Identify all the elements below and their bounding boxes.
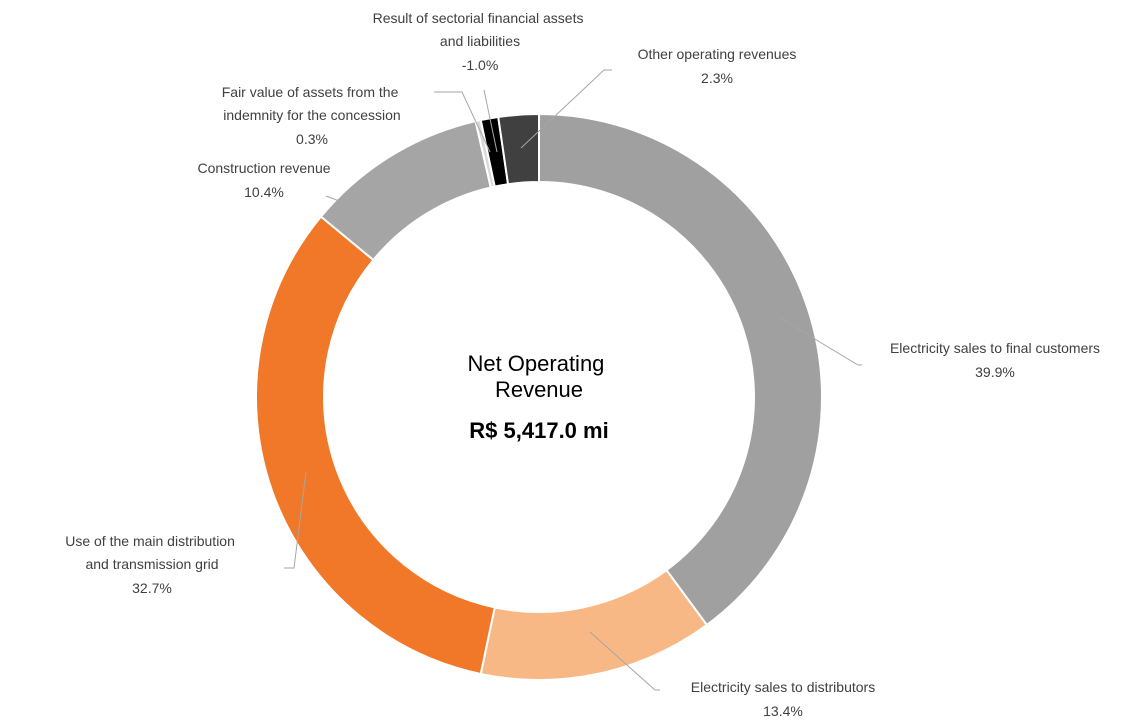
category-label-line: Electricity sales to final customers bbox=[890, 340, 1100, 356]
center-value: R$ 5,417.0 mi bbox=[469, 418, 608, 443]
value-label: 39.9% bbox=[975, 364, 1015, 380]
category-label-line: Fair value of assets from the bbox=[222, 84, 403, 100]
category-label: Electricity sales to distributors bbox=[691, 679, 875, 695]
center-title-line: Revenue bbox=[495, 377, 583, 402]
leader-line bbox=[483, 89, 498, 153]
category-label: Use of the main distribution and transmi… bbox=[65, 533, 239, 572]
donut-slice bbox=[538, 112, 823, 627]
value-label: 2.3% bbox=[701, 70, 733, 86]
donut-slice bbox=[255, 215, 496, 676]
value-label: 10.4% bbox=[244, 184, 284, 200]
category-label-line: indemnity for the concession bbox=[223, 107, 400, 123]
category-label: Construction revenue bbox=[197, 160, 330, 176]
category-label: Electricity sales to final customers bbox=[890, 340, 1100, 356]
labels: Electricity sales to final customers 39.9… bbox=[65, 10, 1100, 719]
category-label: Result of sectorial financial assets and… bbox=[373, 10, 588, 49]
leader-line bbox=[434, 91, 491, 153]
donut-slice bbox=[497, 112, 540, 186]
leader-line bbox=[520, 69, 612, 149]
value-label: 0.3% bbox=[296, 131, 328, 147]
value-label: 32.7% bbox=[132, 580, 172, 596]
category-label-line: Construction revenue bbox=[197, 160, 330, 176]
leader-line bbox=[779, 317, 862, 366]
value-label: -1.0% bbox=[462, 57, 499, 73]
center-title: Net Operating Revenue bbox=[467, 351, 610, 402]
category-label: Other operating revenues bbox=[638, 46, 797, 62]
donut-slice bbox=[479, 568, 709, 681]
category-label-line: and liabilities bbox=[440, 33, 520, 49]
leader-line bbox=[284, 471, 307, 569]
center-title-line: Net Operating bbox=[467, 351, 610, 376]
leader-line bbox=[589, 631, 660, 691]
category-label-line: Other operating revenues bbox=[638, 46, 797, 62]
value-label: 13.4% bbox=[763, 703, 803, 719]
category-label-line: Result of sectorial financial assets bbox=[373, 10, 588, 26]
category-label-line: Electricity sales to distributors bbox=[691, 679, 875, 695]
category-label-line: and transmission grid bbox=[85, 556, 218, 572]
slices bbox=[255, 112, 823, 681]
category-label-line: Use of the main distribution bbox=[65, 533, 239, 549]
category-label: Fair value of assets from the indemnity … bbox=[222, 84, 403, 123]
leader-line bbox=[325, 195, 351, 206]
